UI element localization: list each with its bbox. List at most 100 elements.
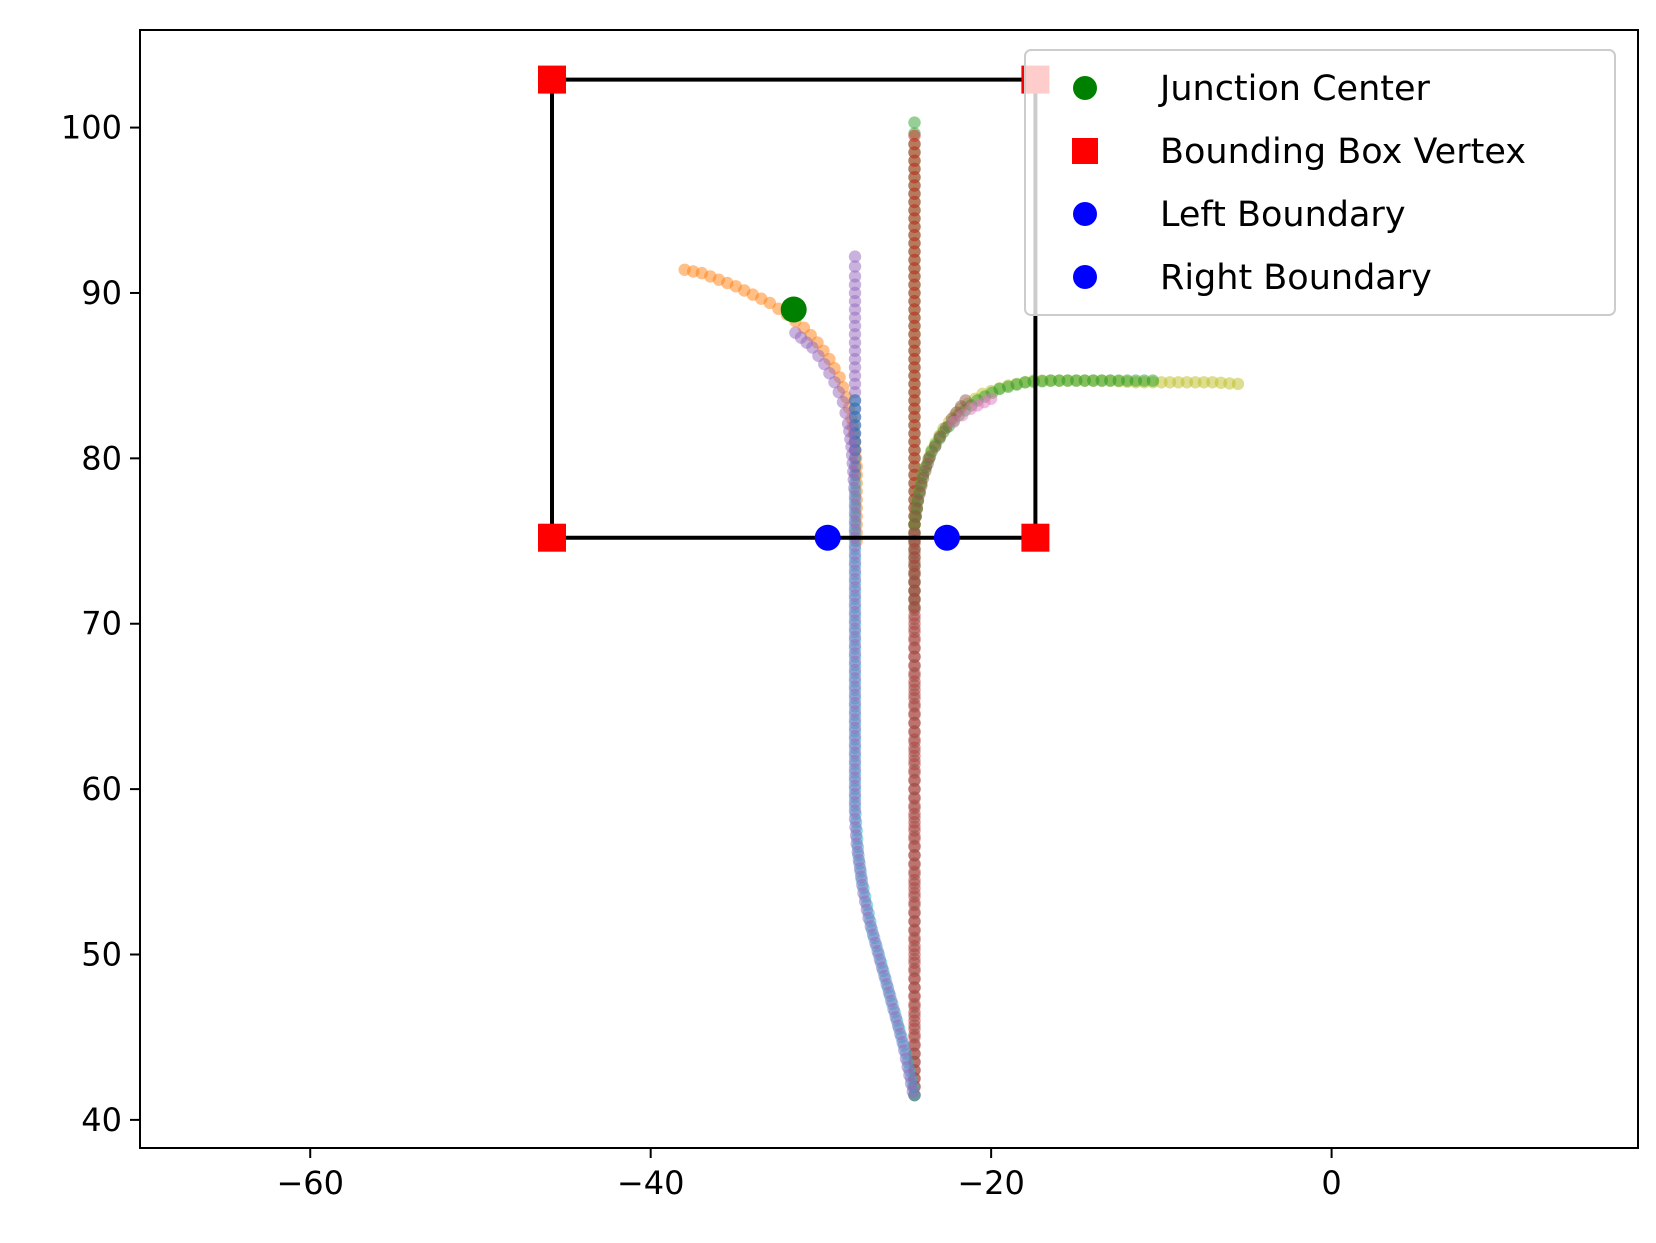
bounding-box-vertex	[538, 523, 566, 552]
trajectory-point	[908, 971, 921, 985]
trajectory-point	[908, 877, 921, 890]
trajectory-point	[908, 575, 921, 588]
trajectory-point	[1078, 374, 1092, 387]
trajectory-point	[1121, 374, 1134, 387]
trajectory-point	[908, 735, 921, 749]
trajectory-point	[1206, 376, 1219, 389]
trajectory-point	[947, 415, 960, 429]
legend: Junction Center Bounding Box Vertex Left B…	[1024, 49, 1616, 316]
x-tick-label: −60	[276, 1164, 344, 1202]
legend-marker-circle	[1073, 76, 1097, 100]
trajectory-point	[832, 386, 845, 399]
trajectory-point	[1172, 376, 1185, 389]
trajectory-point	[928, 440, 942, 453]
trajectory-point	[908, 679, 921, 692]
trajectory-point	[908, 116, 921, 129]
trajectory-point	[906, 1085, 919, 1099]
legend-box	[1024, 49, 1616, 316]
trajectory-point	[908, 697, 921, 711]
trajectory-point	[1087, 374, 1100, 387]
trajectory-point	[908, 518, 921, 531]
trajectory-point	[1163, 376, 1177, 389]
trajectory-point	[908, 726, 921, 739]
trajectory-point	[908, 764, 921, 777]
trajectory-point	[908, 1038, 921, 1051]
trajectory-point	[908, 537, 921, 550]
trajectory-point	[908, 915, 921, 928]
y-tick-label: 70	[81, 605, 122, 643]
trajectory-point	[908, 612, 921, 626]
right-boundary-point	[933, 524, 960, 551]
x-tick-label: −20	[957, 1164, 1025, 1202]
trajectory-point	[908, 792, 921, 805]
trajectory-point	[908, 849, 921, 862]
trajectory-point	[908, 707, 921, 720]
trajectory-point	[1053, 374, 1066, 387]
trajectory-point	[908, 868, 921, 881]
legend-marker-circle	[1073, 202, 1097, 226]
y-tick-label: 40	[81, 1101, 122, 1139]
trajectory-point	[908, 1028, 921, 1042]
trajectory-point	[1095, 374, 1109, 387]
trajectory-point	[908, 981, 921, 994]
trajectory-point	[908, 1000, 921, 1013]
trajectory-point	[1061, 374, 1074, 387]
trajectory-point	[1129, 374, 1143, 387]
trajectory-point	[908, 839, 921, 852]
trajectory-point	[908, 641, 921, 654]
trajectory-point	[908, 745, 921, 758]
trajectory-point	[1180, 376, 1194, 389]
trajectory-point	[908, 934, 921, 947]
trajectory-point	[908, 905, 921, 919]
trajectory-point	[1189, 376, 1202, 389]
trajectory-point	[908, 650, 921, 663]
junction-center-point	[780, 296, 807, 323]
trajectory-point	[908, 631, 921, 645]
axis-ticks: −60 −40 −20 0 40 50 60 70 80 90 100	[61, 109, 1342, 1202]
trajectory-point	[823, 367, 836, 380]
trajectory-point	[848, 250, 862, 263]
bounding-box-vertex	[538, 65, 566, 94]
trajectory-point	[908, 782, 921, 796]
trajectory-series	[908, 394, 972, 1102]
x-tick-label: −40	[617, 1164, 685, 1202]
trajectory-point	[828, 376, 841, 389]
legend-label: Left Boundary	[1160, 195, 1406, 235]
legend-label: Bounding Box Vertex	[1160, 132, 1526, 172]
legend-marker-circle	[1073, 265, 1097, 289]
legend-label: Junction Center	[1158, 69, 1431, 109]
y-tick-label: 60	[81, 770, 122, 808]
trajectory-point	[908, 943, 921, 956]
legend-marker-square	[1072, 138, 1098, 164]
trajectory-point	[908, 565, 921, 578]
y-tick-label: 90	[81, 274, 122, 312]
x-tick-label: 0	[1321, 1164, 1341, 1202]
trajectory-point	[956, 409, 969, 422]
trajectory-point	[1070, 374, 1083, 387]
plot-area	[538, 65, 1245, 1102]
trajectory-series	[947, 392, 998, 429]
trajectory-series	[789, 326, 919, 1099]
trajectory-point	[908, 896, 921, 909]
trajectory-point	[908, 820, 921, 834]
trajectory-point	[908, 801, 921, 815]
trajectory-point	[908, 556, 921, 569]
trajectory-point	[908, 754, 921, 767]
trajectory-point	[818, 357, 831, 371]
trajectory-point	[908, 546, 921, 560]
trajectory-point	[1138, 374, 1151, 387]
left-boundary-point	[814, 524, 841, 551]
bounding-box-vertex	[1021, 523, 1050, 552]
trajectory-point	[908, 622, 921, 635]
trajectory-point	[848, 260, 862, 273]
trajectory-point	[908, 924, 921, 938]
trajectory-point	[836, 395, 850, 409]
trajectory-point	[908, 811, 921, 824]
trajectory-point	[839, 406, 852, 420]
y-tick-label: 50	[81, 936, 122, 974]
trajectory-point	[908, 830, 921, 843]
trajectory-point	[908, 716, 921, 730]
trajectory-point	[1197, 376, 1211, 389]
